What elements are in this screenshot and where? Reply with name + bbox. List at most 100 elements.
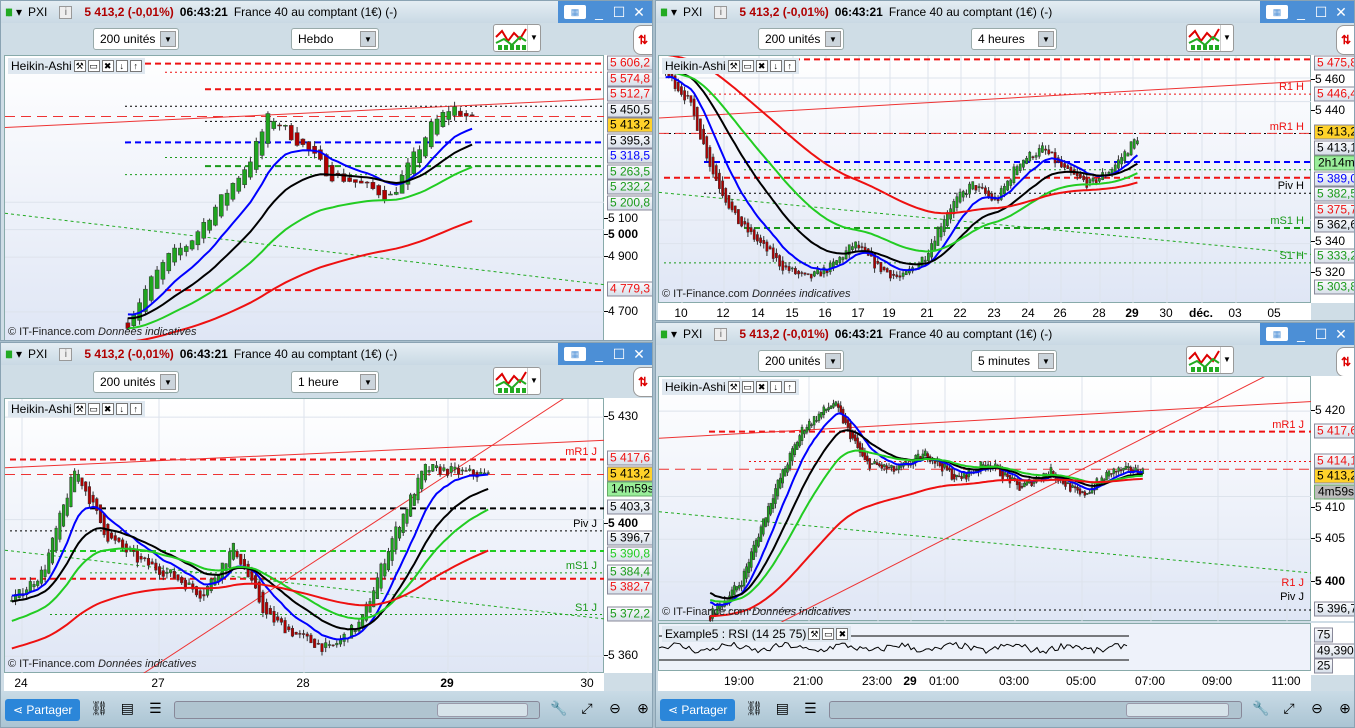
settings-icon[interactable]: 🔧 [1252, 700, 1270, 716]
chevron-down-icon[interactable]: ▼ [1038, 31, 1054, 47]
symbol-selector[interactable]: PXI [683, 327, 703, 341]
chart-type-icon[interactable]: ▤ [120, 700, 135, 716]
chevron-down-icon[interactable]: ▼ [360, 31, 376, 47]
link-chart-icon[interactable]: ⛓ [745, 700, 764, 716]
chevron-down-icon[interactable]: ▼ [527, 25, 540, 51]
scrollbar-thumb[interactable] [437, 703, 529, 717]
move-up-icon[interactable]: ↑ [783, 60, 796, 72]
close-button[interactable]: ✕ [1335, 325, 1347, 342]
maximize-button[interactable]: ☐ [612, 345, 626, 362]
share-button[interactable]: ⋖ Partager [660, 699, 736, 721]
time-axis[interactable]: 19:00 21:00 23:00 29 01:00 03:00 05:00 07:00 09:… [658, 671, 1311, 691]
arrows-icon[interactable]: ⇅ [1336, 25, 1354, 55]
window-icon[interactable]: ▭ [741, 60, 754, 72]
close-icon[interactable]: ✖ [836, 628, 849, 640]
add-indicator-button[interactable]: ▼ [1186, 24, 1234, 52]
chevron-down-icon[interactable]: ▼ [160, 31, 176, 47]
maximize-button[interactable]: ☐ [1314, 325, 1328, 342]
info-icon[interactable]: i [59, 5, 73, 19]
layout-icon[interactable]: ☰ [149, 700, 162, 716]
zoom-in-icon[interactable]: ⊕ [637, 700, 649, 716]
keyboard-icon[interactable]: ▦ [1266, 5, 1288, 19]
chevron-down-icon[interactable]: ▼ [527, 368, 540, 394]
move-down-icon[interactable]: ↓ [769, 60, 782, 72]
symbol-selector[interactable]: PXI [683, 5, 703, 19]
move-down-icon[interactable]: ↓ [115, 60, 128, 72]
maximize-button[interactable]: ☐ [1314, 3, 1328, 20]
period-select[interactable]: 1 heure ▼ [291, 371, 379, 393]
chevron-down-icon[interactable]: ▼ [825, 31, 841, 47]
zoom-fit-icon[interactable]: ⤢ [581, 700, 593, 716]
price-axis[interactable]: 5 460 5 440 5 340 5 320 5 475,8 5 446,4 5 413,… [1310, 55, 1354, 303]
wrench-icon[interactable]: ⚒ [808, 628, 821, 640]
price-axis[interactable]: 5 100 5 000 4 900 4 700 5 606,2 5 574,8 5 512,… [603, 55, 652, 340]
time-axis[interactable]: 24 27 28 29 30 [4, 673, 604, 691]
price-chart[interactable]: mR1 J Piv J mS1 J S1 J Heikin-Ashi ⚒ ▭ ✖ ↓ ↑ © IT-… [4, 398, 605, 674]
dropdown-arrow-icon[interactable]: ▾ [16, 5, 23, 19]
units-select[interactable]: 200 unités ▼ [758, 28, 844, 50]
dropdown-arrow-icon[interactable]: ▾ [671, 5, 678, 19]
horizontal-scrollbar[interactable] [174, 701, 540, 719]
share-button[interactable]: ⋖ Partager [5, 699, 81, 721]
window-icon[interactable]: ▭ [87, 403, 100, 415]
keyboard-icon[interactable]: ▦ [1266, 327, 1288, 341]
wrench-icon[interactable]: ⚒ [73, 60, 86, 72]
window-icon[interactable]: ▭ [87, 60, 100, 72]
minimize-button[interactable]: _ [1297, 326, 1305, 342]
price-axis[interactable]: 5 420 5 410 5 405 5 400 5 417,6 5 414,1 5 413,… [1310, 376, 1354, 621]
close-button[interactable]: ✕ [1335, 3, 1347, 20]
chevron-down-icon[interactable]: ▼ [1220, 347, 1233, 373]
wrench-icon[interactable]: ⚒ [727, 60, 740, 72]
zoom-in-icon[interactable]: ⊕ [1339, 700, 1351, 716]
units-select[interactable]: 200 unités ▼ [93, 28, 179, 50]
units-select[interactable]: 200 unités ▼ [758, 350, 844, 372]
candlestick-icon[interactable]: ▮▮ [5, 348, 13, 360]
zoom-fit-icon[interactable]: ⤢ [1283, 700, 1295, 716]
close-button[interactable]: ✕ [633, 345, 645, 362]
period-select[interactable]: 4 heures ▼ [971, 28, 1057, 50]
rsi-panel[interactable]: Example5 : RSI (14 25 75) ⚒ ▭ ✖ [658, 623, 1311, 671]
close-icon[interactable]: ✖ [101, 403, 114, 415]
price-chart[interactable]: R1 H mR1 H Piv H mS1 H S1 H Heikin-Ashi ⚒ ▭ ✖ ↓ ↑ ©… [658, 55, 1312, 304]
chevron-down-icon[interactable]: ▼ [1220, 25, 1233, 51]
minimize-button[interactable]: _ [595, 346, 603, 362]
move-up-icon[interactable]: ↑ [783, 381, 796, 393]
link-chart-icon[interactable]: ⛓ [90, 700, 109, 716]
close-icon[interactable]: ✖ [755, 60, 768, 72]
price-axis[interactable]: 5 430 5 400 5 360 5 417,6 5 413,2 5 403,3 5 39… [603, 398, 652, 673]
time-axis[interactable]: 10 12 14 15 16 17 19 21 22 23 24 26 28 29 30 déc. 03 05 [658, 303, 1311, 320]
price-chart[interactable]: Heikin-Ashi ⚒ ▭ ✖ ↓ ↑ © IT-Finance.com Données… [4, 55, 605, 340]
add-indicator-button[interactable]: ▼ [493, 367, 541, 395]
keyboard-icon[interactable]: ▦ [564, 5, 586, 19]
chevron-down-icon[interactable]: ▼ [360, 374, 376, 390]
close-icon[interactable]: ✖ [755, 381, 768, 393]
zoom-out-icon[interactable]: ⊖ [609, 700, 621, 716]
scrollbar-thumb[interactable] [1126, 703, 1229, 717]
zoom-out-icon[interactable]: ⊖ [1311, 700, 1323, 716]
info-icon[interactable]: i [59, 347, 73, 361]
settings-icon[interactable]: 🔧 [550, 700, 568, 716]
arrows-icon[interactable]: ⇅ [633, 25, 652, 55]
info-icon[interactable]: i [714, 5, 728, 19]
candlestick-icon[interactable]: ▮▮ [660, 6, 668, 18]
maximize-button[interactable]: ☐ [612, 3, 626, 20]
window-icon[interactable]: ▭ [741, 381, 754, 393]
arrows-icon[interactable]: ⇅ [1336, 347, 1354, 377]
dropdown-arrow-icon[interactable]: ▾ [16, 347, 23, 361]
symbol-selector[interactable]: PXI [28, 5, 48, 19]
minimize-button[interactable]: _ [1297, 4, 1305, 20]
chevron-down-icon[interactable]: ▼ [1038, 353, 1054, 369]
candlestick-icon[interactable]: ▮▮ [660, 328, 668, 340]
units-select[interactable]: 200 unités ▼ [93, 371, 179, 393]
arrows-icon[interactable]: ⇅ [633, 367, 652, 397]
window-icon[interactable]: ▭ [822, 628, 835, 640]
add-indicator-button[interactable]: ▼ [493, 24, 541, 52]
chevron-down-icon[interactable]: ▼ [160, 374, 176, 390]
horizontal-scrollbar[interactable] [829, 701, 1242, 719]
layout-icon[interactable]: ☰ [804, 700, 817, 716]
close-button[interactable]: ✕ [633, 3, 645, 20]
price-chart[interactable]: mR1 J R1 J Piv J Heikin-Ashi ⚒ ▭ ✖ ↓ ↑ © IT-Finan… [658, 376, 1312, 622]
add-indicator-button[interactable]: ▼ [1186, 346, 1234, 374]
move-up-icon[interactable]: ↑ [129, 60, 142, 72]
move-down-icon[interactable]: ↓ [115, 403, 128, 415]
